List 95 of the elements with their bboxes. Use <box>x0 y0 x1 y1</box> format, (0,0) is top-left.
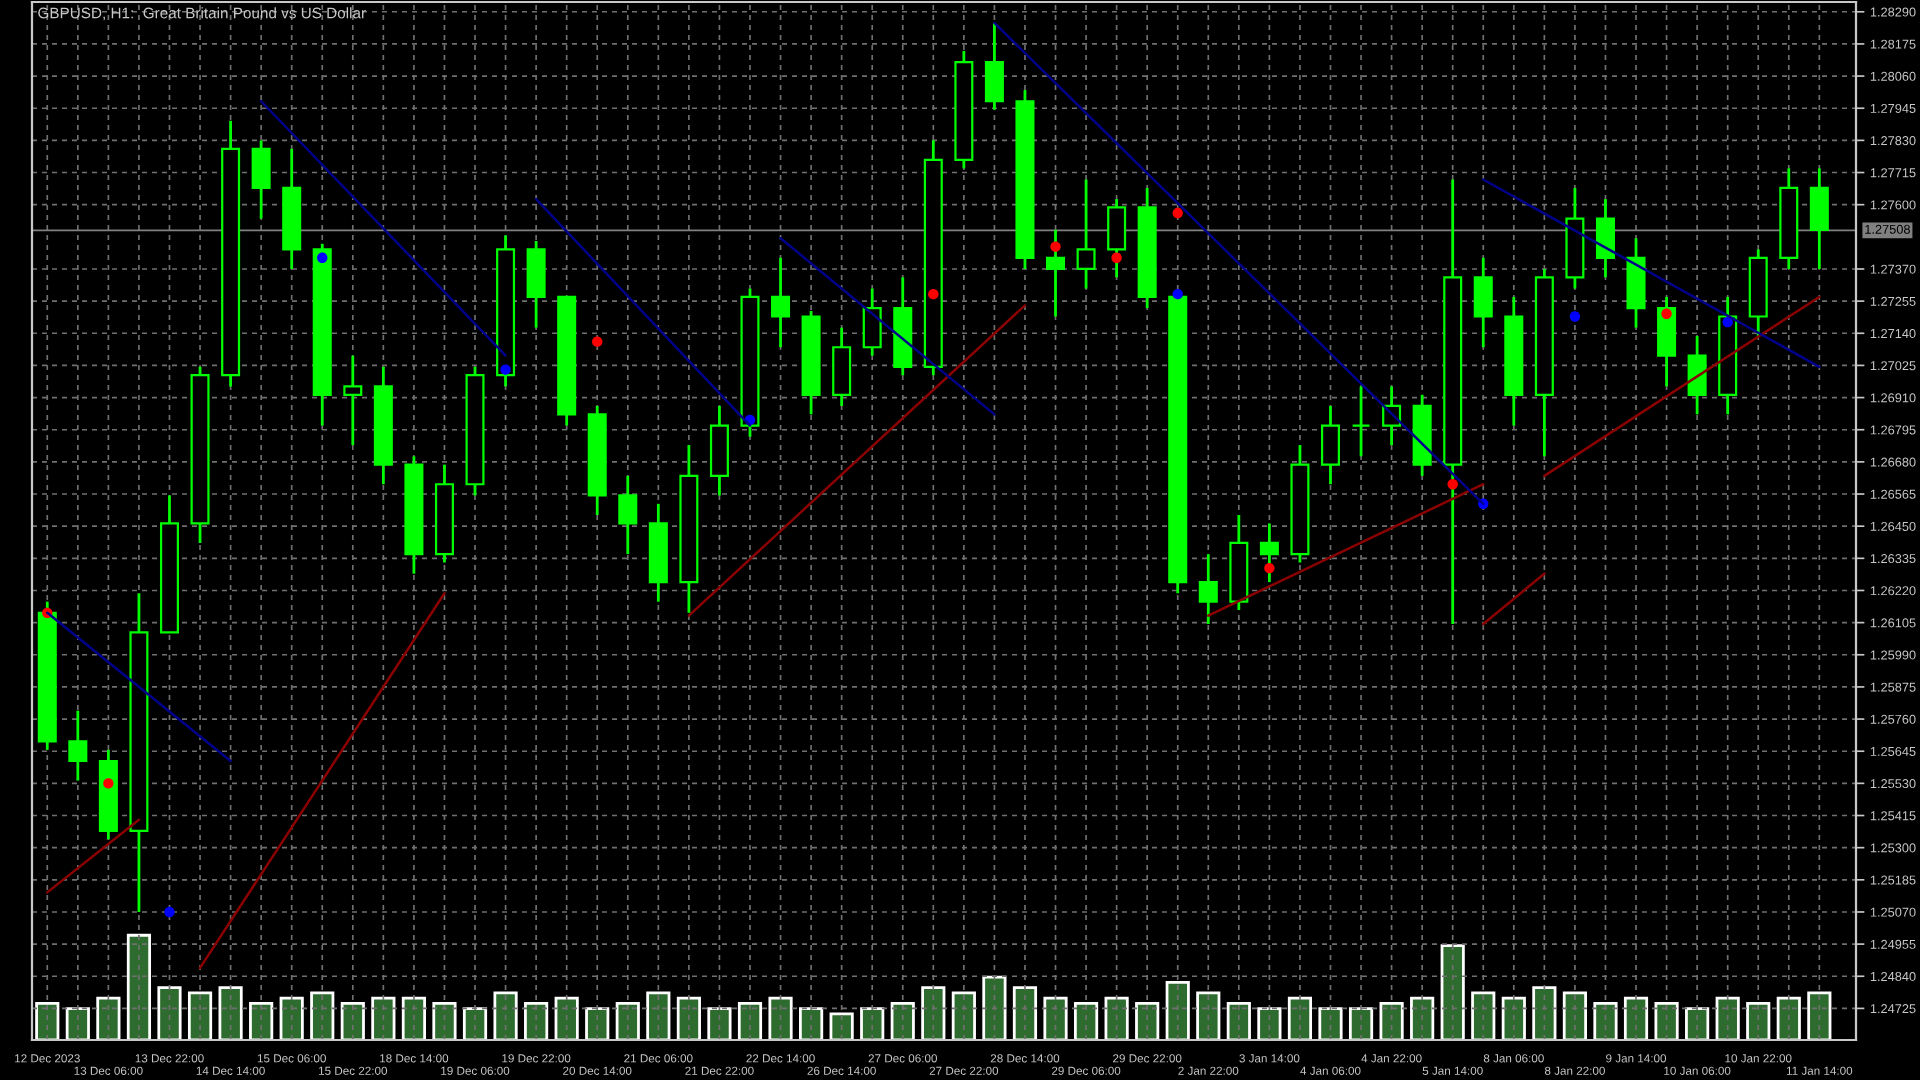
bar <box>1746 1001 1771 1040</box>
bar <box>462 1007 488 1040</box>
point <box>928 288 939 300</box>
bar <box>1257 1007 1282 1040</box>
bar <box>340 1001 365 1040</box>
candlestick <box>1809 166 1829 271</box>
candlestick <box>1046 228 1066 318</box>
bar <box>1379 1001 1404 1040</box>
bar <box>951 991 976 1040</box>
bar <box>860 1007 885 1040</box>
bar <box>921 986 946 1040</box>
point <box>1661 308 1672 319</box>
candlestick <box>251 138 271 221</box>
bar <box>310 991 335 1040</box>
bar <box>615 1001 640 1040</box>
point <box>1447 479 1458 490</box>
candlestick <box>1595 197 1615 279</box>
point <box>1172 207 1183 219</box>
candlestick <box>343 354 363 447</box>
bar <box>1501 996 1526 1040</box>
bar <box>401 996 426 1040</box>
bar <box>1348 1007 1374 1040</box>
candlestick <box>68 709 88 782</box>
bar <box>157 986 182 1040</box>
bar <box>1623 996 1649 1040</box>
bar <box>187 991 213 1040</box>
bar <box>126 933 152 1040</box>
point <box>103 778 114 789</box>
point <box>317 252 328 263</box>
bar <box>1318 1007 1343 1040</box>
bar <box>982 975 1007 1040</box>
bar <box>1073 1001 1099 1040</box>
point <box>1111 252 1122 263</box>
candlestick <box>1320 404 1340 486</box>
bar <box>799 1007 824 1040</box>
bar <box>1196 991 1221 1040</box>
bar <box>1532 986 1557 1040</box>
bar <box>1135 1001 1160 1040</box>
point <box>1569 311 1581 322</box>
candlestick <box>1687 334 1707 416</box>
bar <box>1776 996 1801 1040</box>
bar <box>432 1001 457 1040</box>
bar <box>1685 1007 1710 1040</box>
bar <box>646 991 671 1040</box>
bar <box>1471 991 1496 1040</box>
bar <box>829 1012 854 1040</box>
candlestick <box>984 21 1004 112</box>
bar <box>218 986 243 1040</box>
bar <box>1104 996 1129 1040</box>
bar <box>1654 1001 1679 1040</box>
point <box>164 906 175 918</box>
bar <box>737 1001 763 1040</box>
candlestick <box>1107 197 1127 279</box>
bar <box>1012 986 1038 1040</box>
point <box>1264 562 1275 574</box>
candlestick <box>526 239 546 330</box>
candlestick <box>1076 178 1096 290</box>
candlestick <box>1259 521 1279 584</box>
bar <box>65 1007 90 1040</box>
bar <box>1165 980 1190 1040</box>
point <box>500 364 511 375</box>
candlestick <box>1351 385 1371 458</box>
bar <box>1562 991 1587 1040</box>
bar <box>493 991 518 1040</box>
bar <box>371 996 396 1040</box>
bar <box>1226 1001 1251 1040</box>
point <box>592 336 603 347</box>
bar <box>768 996 793 1040</box>
candlestick <box>832 326 852 408</box>
candlestick <box>618 474 638 556</box>
bar <box>279 996 304 1040</box>
bar <box>1043 996 1068 1040</box>
bar <box>524 1001 549 1040</box>
bar <box>249 1001 274 1040</box>
point <box>1172 288 1183 300</box>
candlestick <box>1657 295 1677 388</box>
bar <box>1440 944 1465 1040</box>
point <box>1722 316 1733 328</box>
point <box>1050 241 1061 252</box>
candlestick <box>1198 552 1218 626</box>
bar <box>890 1001 915 1040</box>
bar <box>554 996 579 1040</box>
bar <box>707 1007 732 1040</box>
bar <box>1807 991 1832 1040</box>
bar <box>585 1007 610 1040</box>
candlestick <box>862 287 882 358</box>
candlestick <box>1473 256 1493 349</box>
bar <box>1593 1001 1618 1040</box>
bar <box>676 996 701 1040</box>
bar <box>1287 996 1313 1040</box>
candlestick <box>771 256 791 349</box>
bar <box>35 1001 60 1040</box>
bar <box>1410 996 1435 1040</box>
bar <box>1715 996 1740 1040</box>
bar <box>96 996 121 1040</box>
